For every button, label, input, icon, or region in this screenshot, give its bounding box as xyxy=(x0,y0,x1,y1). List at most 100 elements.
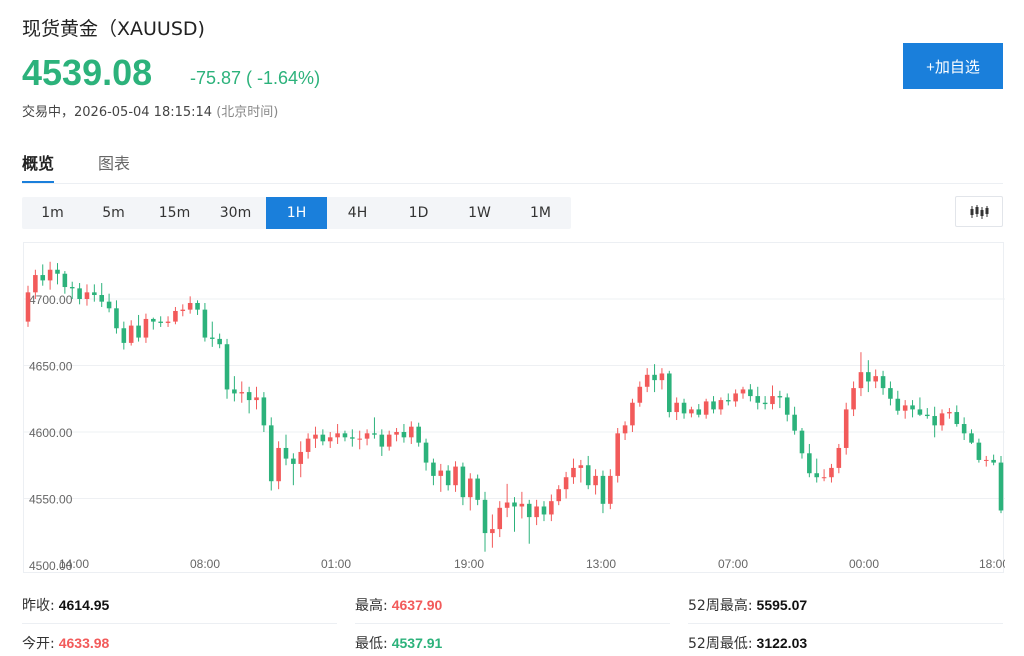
candle xyxy=(866,360,871,393)
stat-value: 5595.07 xyxy=(756,597,808,613)
period-30m[interactable]: 30m xyxy=(219,205,252,221)
candle xyxy=(386,430,392,451)
candle xyxy=(158,316,163,327)
candle xyxy=(799,428,805,459)
candle xyxy=(969,429,974,444)
y-tick-label: 4700.00 xyxy=(29,293,73,307)
period-4h[interactable]: 4H xyxy=(347,205,368,221)
x-tick-label: 13:00 xyxy=(586,557,616,571)
x-tick-label: 19:00 xyxy=(454,557,484,571)
candle xyxy=(667,370,672,418)
period-1mo[interactable]: 1M xyxy=(530,205,551,221)
candle xyxy=(512,497,517,532)
candle xyxy=(335,424,340,444)
candle xyxy=(364,429,370,446)
price-change: -75.87 ( -1.64%) xyxy=(190,68,321,88)
candle xyxy=(497,501,503,538)
candle xyxy=(254,386,259,410)
candle xyxy=(998,455,1004,514)
candle xyxy=(357,430,362,450)
candle xyxy=(475,474,480,506)
candle xyxy=(740,386,746,399)
period-1h[interactable]: 1H xyxy=(266,197,327,229)
candle xyxy=(77,283,82,305)
tab-overview[interactable]: 概览 xyxy=(22,150,55,184)
period-5m[interactable]: 5m xyxy=(102,205,125,221)
candle xyxy=(888,381,893,406)
candle xyxy=(880,370,886,395)
candle xyxy=(99,283,104,307)
candle xyxy=(784,393,790,422)
candle xyxy=(372,417,377,439)
stat-label: 最低: xyxy=(355,636,388,652)
candle xyxy=(873,369,878,389)
period-15m[interactable]: 15m xyxy=(158,205,191,221)
candle xyxy=(69,281,75,299)
stat-label: 今开: xyxy=(22,636,55,652)
chart-canvas: 4500.00 4550.00 4600.00 4650.00 4700.00 14:00… xyxy=(24,261,1005,573)
candle xyxy=(939,409,945,431)
candle xyxy=(954,405,960,427)
candle xyxy=(932,406,937,438)
candle xyxy=(327,432,333,448)
chart-type-button[interactable] xyxy=(955,196,1003,227)
candle xyxy=(151,317,156,330)
candle xyxy=(305,433,311,459)
candle xyxy=(674,397,679,421)
candle xyxy=(47,261,53,290)
candle xyxy=(983,455,989,467)
candle xyxy=(718,397,724,415)
candle xyxy=(84,284,90,306)
candle xyxy=(246,386,252,414)
candle xyxy=(320,429,326,446)
candle xyxy=(711,396,716,414)
candle xyxy=(571,458,576,484)
candle xyxy=(659,368,665,390)
candle xyxy=(423,438,429,471)
stat-low: 最低: 4537.91 xyxy=(355,633,442,653)
candle xyxy=(792,406,797,435)
candle xyxy=(143,313,149,343)
candle xyxy=(600,470,606,514)
x-tick-label: 14:00 xyxy=(59,557,89,571)
period-1d[interactable]: 1D xyxy=(408,205,429,221)
y-tick-label: 4650.00 xyxy=(29,360,73,374)
add-to-watchlist-button[interactable]: +加自选 xyxy=(903,43,1003,89)
candle xyxy=(106,293,112,313)
candle xyxy=(209,321,215,347)
candle xyxy=(431,458,436,486)
stat-value: 4537.91 xyxy=(391,635,443,651)
candlestick-chart[interactable]: 4500.00 4550.00 4600.00 4650.00 4700.00 14:00… xyxy=(23,242,1005,573)
candle xyxy=(490,514,495,548)
tab-chart[interactable]: 图表 xyxy=(98,154,131,173)
candle xyxy=(261,392,267,432)
candle xyxy=(814,458,820,483)
stat-52w-high: 52周最高: 5595.07 xyxy=(688,595,807,615)
candle xyxy=(25,285,31,327)
candle xyxy=(615,428,620,483)
candle xyxy=(62,271,68,294)
candle xyxy=(541,501,547,522)
period-1m[interactable]: 1m xyxy=(41,205,64,221)
stat-52w-low: 52周最低: 3122.03 xyxy=(688,633,807,653)
candle xyxy=(622,421,628,440)
candle xyxy=(755,386,761,410)
candle xyxy=(40,264,46,286)
candle xyxy=(630,398,635,432)
candle xyxy=(608,469,613,510)
candle xyxy=(416,422,421,447)
candle xyxy=(821,469,827,482)
candle xyxy=(342,430,348,442)
status-text: 交易中，2026-05-04 18:15:14 xyxy=(22,105,213,120)
x-tick-label: 00:00 xyxy=(849,557,879,571)
stats-row-1: 昨收: 4614.95 最高: 4637.90 52周最高: 5595.07 xyxy=(22,586,1003,624)
stat-label: 52周最高: xyxy=(688,598,753,614)
candle xyxy=(585,455,591,490)
candle xyxy=(902,400,908,419)
candle xyxy=(851,381,856,417)
candle xyxy=(224,338,230,399)
period-1w[interactable]: 1W xyxy=(468,205,491,221)
candle xyxy=(925,408,930,419)
stat-value: 4637.90 xyxy=(391,597,443,613)
candle xyxy=(180,304,186,317)
